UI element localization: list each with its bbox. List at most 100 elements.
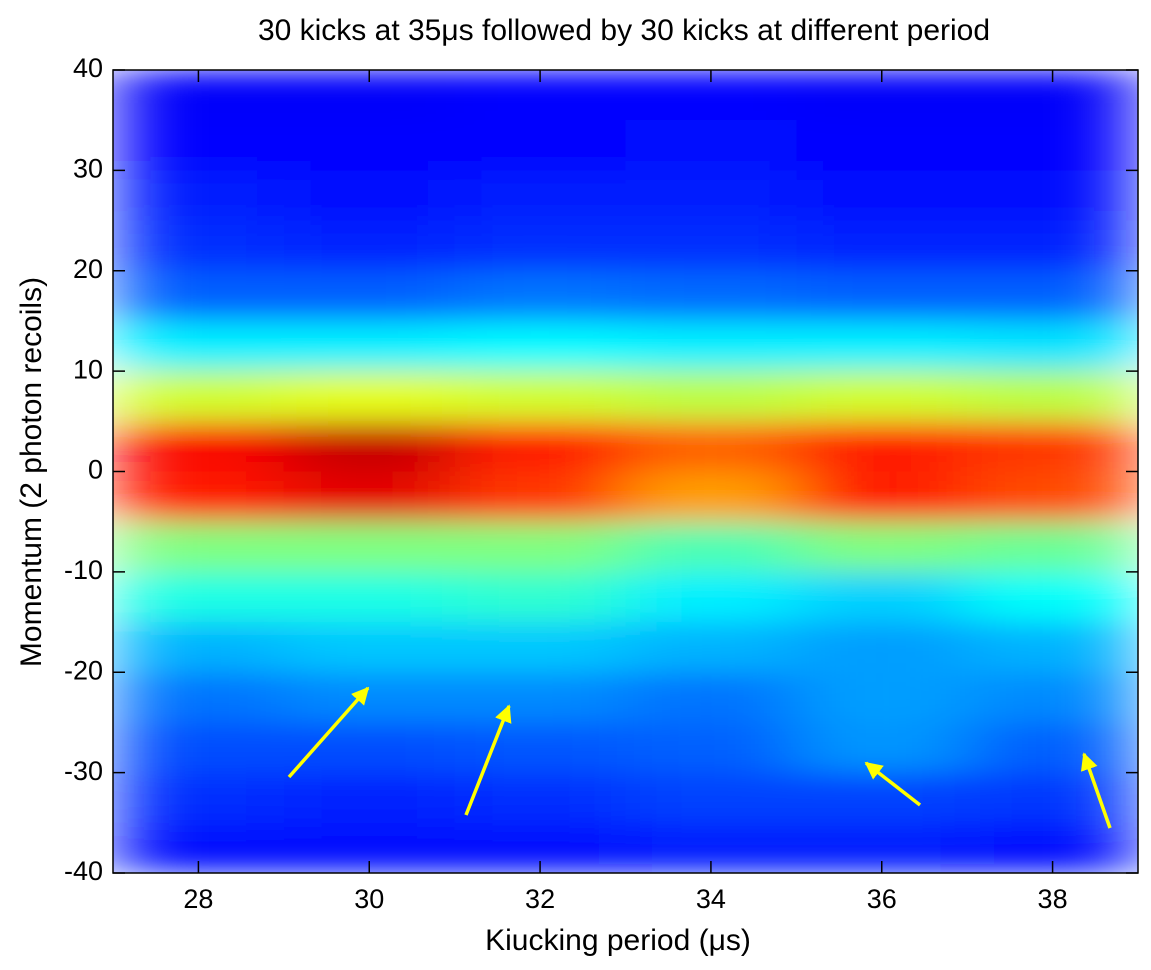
- heatmap-cell: [967, 220, 1138, 272]
- chart-title: 30 kicks at 35μs followed by 30 kicks at…: [258, 14, 990, 47]
- heatmap-cell: [454, 722, 626, 774]
- heatmap-cell: [113, 220, 285, 272]
- heatmap-cell: [454, 421, 626, 472]
- arrow: [287, 686, 370, 779]
- heatmap-cell: [113, 471, 285, 523]
- heatmap-cell: [625, 672, 797, 723]
- heatmap-cell: [454, 772, 626, 824]
- heatmap-cell: [967, 471, 1138, 523]
- heatmap-cell: [113, 270, 285, 322]
- y-axis-label: Momentum (2 photon recoils): [15, 277, 48, 667]
- heatmap-cell: [967, 772, 1138, 824]
- heatmap-cell: [283, 571, 456, 623]
- heatmap-cell: [625, 371, 797, 422]
- heatmap-cell: [113, 320, 285, 372]
- heatmap-cell: [454, 521, 626, 573]
- heatmap-cell: [113, 521, 285, 573]
- heatmap-cell: [113, 622, 285, 673]
- heatmap-cell: [967, 521, 1138, 573]
- x-tick-label: 32: [525, 884, 555, 914]
- heatmap-cell: [967, 120, 1138, 171]
- heatmap-cell: [283, 722, 456, 774]
- heatmap-cells: [113, 70, 1138, 873]
- x-tick-label: 34: [696, 884, 726, 914]
- heatmap-cell: [283, 421, 456, 472]
- heatmap-cell: [283, 672, 456, 723]
- heatmap-cell: [283, 220, 456, 272]
- heatmap-cell: [796, 622, 968, 673]
- heatmap-cell: [113, 421, 285, 472]
- heatmap-cell: [967, 622, 1138, 673]
- heatmap-cell: [113, 371, 285, 422]
- heatmap-cell: [796, 421, 968, 472]
- heatmap-cell: [283, 471, 456, 523]
- heatmap-cell: [625, 120, 797, 171]
- heatmap-cell: [625, 722, 797, 774]
- y-tick-label: 40: [73, 53, 103, 83]
- heatmap-cell: [454, 270, 626, 322]
- x-axis-label: Kiucking period (μs): [485, 924, 751, 957]
- heatmap-cell: [454, 170, 626, 222]
- y-tick-label: -40: [64, 856, 103, 886]
- heatmap-cell: [283, 371, 456, 422]
- heatmap-cell: [796, 722, 968, 774]
- heatmap-cell: [796, 170, 968, 222]
- x-tick-label: 30: [354, 884, 384, 914]
- heatmap-cell: [283, 320, 456, 372]
- heatmap-cell: [454, 471, 626, 523]
- heatmap-cell: [454, 120, 626, 171]
- heatmap-cell: [967, 320, 1138, 372]
- x-tick-label: 28: [183, 884, 213, 914]
- heatmap-cell: [113, 571, 285, 623]
- heatmap-cell: [283, 622, 456, 673]
- heatmap-cell: [967, 270, 1138, 322]
- heatmap-cell: [796, 320, 968, 372]
- heatmap-cell: [796, 220, 968, 272]
- heatmap-cell: [283, 521, 456, 573]
- heatmap-cell: [796, 521, 968, 573]
- heatmap-cell: [625, 622, 797, 673]
- heatmap-cell: [283, 170, 456, 222]
- y-tick-label: -30: [64, 756, 103, 786]
- heatmap-cell: [967, 571, 1138, 623]
- heatmap-cell: [967, 371, 1138, 422]
- heatmap-cell: [796, 270, 968, 322]
- y-tick-label: -10: [64, 555, 103, 585]
- heatmap-cell: [967, 170, 1138, 222]
- heatmap-cell: [283, 772, 456, 824]
- heatmap-cell: [967, 421, 1138, 472]
- heatmap-cell: [625, 421, 797, 472]
- x-tick-label: 38: [1038, 884, 1068, 914]
- arrow: [464, 704, 512, 816]
- y-tick-label: 20: [73, 254, 103, 284]
- y-tick-label: 10: [73, 354, 103, 384]
- heatmap-cell: [454, 320, 626, 372]
- heatmap-cell: [625, 170, 797, 222]
- heatmap-cell: [454, 672, 626, 723]
- heatmap-cell: [625, 521, 797, 573]
- heatmap-cell: [796, 571, 968, 623]
- arrow: [864, 761, 922, 807]
- heatmap-cell: [796, 672, 968, 723]
- arrow: [1080, 752, 1112, 829]
- heatmap-cell: [967, 672, 1138, 723]
- heatmap-cell: [625, 270, 797, 322]
- heatmap-cell: [796, 371, 968, 422]
- heatmap-cell: [967, 722, 1138, 774]
- heatmap-cell: [796, 120, 968, 171]
- heatmap-cell: [454, 371, 626, 422]
- heatmap-cell: [454, 220, 626, 272]
- x-tick-label: 36: [867, 884, 897, 914]
- heatmap-cell: [283, 270, 456, 322]
- heatmap-cell: [625, 571, 797, 623]
- heatmap-cell: [796, 471, 968, 523]
- heatmap-cell: [113, 772, 285, 824]
- y-tick-label: -20: [64, 655, 103, 685]
- heatmap-cell: [113, 672, 285, 723]
- heatmap-cell: [283, 120, 456, 171]
- heatmap-cell: [454, 571, 626, 623]
- heatmap-cell: [113, 170, 285, 222]
- y-tick-label: 30: [73, 154, 103, 184]
- heatmap-cell: [113, 722, 285, 774]
